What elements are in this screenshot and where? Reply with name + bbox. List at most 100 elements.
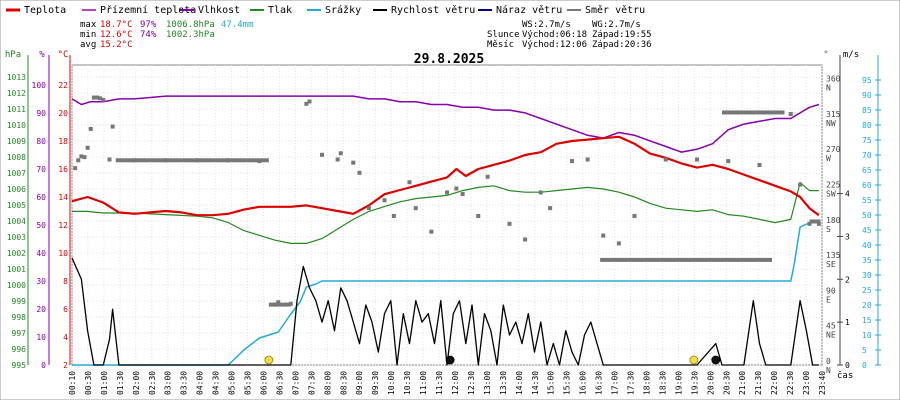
wind-tick-label: 2 <box>845 275 850 284</box>
wind-dir-point <box>585 157 590 162</box>
wind-dir-point <box>485 174 490 179</box>
series-pressure <box>72 182 819 244</box>
humidity-tick-label: 50 <box>36 221 46 230</box>
wind-dir-point <box>507 221 512 226</box>
stats-avg-temp: 15.2°C <box>100 40 133 50</box>
pressure-tick-label: 1010 <box>7 121 26 130</box>
wind-dir-point <box>335 157 340 162</box>
direction-compass-label: NE <box>826 331 836 340</box>
stats-min-hum: 74% <box>140 30 157 40</box>
wind-dir-point <box>445 190 449 195</box>
axes: 00:10 00:30 01:00 01:30 02:00 02:30 03:00 03:30… <box>7 55 881 395</box>
stats-max-label: max <box>80 20 97 30</box>
time-tick-label: 06:00 <box>259 371 268 395</box>
info-moon-label: Měsíc <box>487 40 514 50</box>
direction-tick-label: 45 <box>826 322 836 331</box>
wind-dir-point <box>663 157 668 162</box>
temperature-tick-label: 12 <box>58 221 68 230</box>
info-sunset: Západ:19:55 <box>592 30 652 40</box>
pressure-tick-label: 1007 <box>7 169 26 178</box>
rain-tick-label: 45 <box>862 226 872 235</box>
humidity-tick-label: 100 <box>32 81 47 90</box>
pressure-tick-label: 1006 <box>7 185 26 194</box>
temperature-tick-label: 2 <box>63 361 68 370</box>
time-tick-label: 02:30 <box>148 371 157 395</box>
rain-tick-label: 10 <box>862 331 872 340</box>
stats-max-hum: 97% <box>140 20 157 30</box>
pressure-tick-label: 1001 <box>7 265 26 274</box>
direction-tick-label: 135 <box>826 251 841 260</box>
pressure-tick-label: 1012 <box>7 89 26 98</box>
temperature-tick-label: 18 <box>58 137 68 146</box>
time-tick-label: 14:30 <box>531 371 540 395</box>
humidity-tick-label: 90 <box>36 109 46 118</box>
wind-dir-point <box>320 152 324 157</box>
series-rain <box>72 222 819 366</box>
humidity-tick-label: 60 <box>36 193 46 202</box>
stats-max-rain: 47.4mm <box>221 20 254 30</box>
rain-tick-label: 70 <box>862 151 872 160</box>
direction-tick-label: 270 <box>826 145 841 154</box>
series-temperature <box>71 135 820 217</box>
temperature-tick-label: 4 <box>63 333 68 342</box>
direction-compass-label: S <box>826 225 831 234</box>
direction-compass-label: N <box>826 366 831 375</box>
wind-dir-point <box>107 157 112 162</box>
info-moonrise: Východ:12:06 <box>522 40 587 50</box>
rain-tick-label: 15 <box>862 316 872 325</box>
wind-dir-segment <box>809 219 821 224</box>
time-tick-label: 00:10 <box>68 371 77 395</box>
wind-dir-point <box>88 126 93 131</box>
wind-dir-point <box>757 163 762 167</box>
wind-dir-segment <box>268 302 291 307</box>
wind-dir-point <box>357 170 362 175</box>
direction-tick-label: 180 <box>826 216 841 225</box>
time-tick-label: 05:00 <box>228 371 237 395</box>
wind-dir-point <box>726 159 731 164</box>
time-tick-label: 20:30 <box>722 371 731 395</box>
direction-compass-label: SE <box>826 260 836 269</box>
wind-dir-point <box>429 229 434 234</box>
rain-tick-label: 0 <box>862 361 867 370</box>
wind-dir-point <box>413 206 418 211</box>
time-tick-label: 01:30 <box>116 371 125 395</box>
info-moonset: Západ:20:36 <box>592 40 652 50</box>
rain-tick-label: 85 <box>862 106 872 115</box>
direction-compass-label: NW <box>826 119 836 128</box>
time-tick-label: 02:00 <box>132 371 141 395</box>
time-tick-label: 12:00 <box>451 371 460 395</box>
wind-dir-point <box>798 182 803 187</box>
direction-tick-label: 315 <box>826 110 841 119</box>
pressure-tick-label: 999 <box>12 297 27 306</box>
wind-dir-point <box>816 221 821 226</box>
time-tick-label: 00:30 <box>84 371 93 395</box>
stats-block: max 18.7°C 97% 1006.8hPa 47.4mm min 12.6… <box>80 20 254 50</box>
wind-dir-point <box>351 160 356 165</box>
stats-max-press: 1006.8hPa <box>166 20 215 30</box>
rain-tick-label: 90 <box>862 91 872 100</box>
wind-dir-point <box>454 186 459 191</box>
rain-tick-label: 55 <box>862 196 872 205</box>
info-sunrise: Východ:06:18 <box>522 30 587 40</box>
legend-label-wind-speed: Rychlost větru <box>391 4 475 16</box>
stats-min-label: min <box>80 30 96 40</box>
rain-tick-label: 50 <box>862 211 872 220</box>
series-wind-speed <box>71 257 819 366</box>
time-tick-label: 05:30 <box>244 371 253 395</box>
wind-dir-point <box>460 192 465 197</box>
wind-dir-point <box>616 241 621 246</box>
unit-direction: ° <box>823 50 828 60</box>
stats-max-temp: 18.7°C <box>100 20 133 30</box>
wind-dir-point <box>523 237 528 242</box>
rain-tick-label: 75 <box>862 136 872 145</box>
rain-tick-label: 65 <box>862 166 872 175</box>
time-tick-label: 18:30 <box>658 371 667 395</box>
legend-label-feels-like: Přízemní teplota <box>100 4 196 16</box>
time-tick-label: 03:30 <box>180 371 189 395</box>
pressure-tick-label: 997 <box>12 329 27 338</box>
pressure-tick-label: 1002 <box>7 249 26 258</box>
pressure-tick-label: 1011 <box>7 105 26 114</box>
info-block: WS:2.7m/s WG:2.7m/s Slunce Východ:06:18 … <box>487 20 652 50</box>
temperature-tick-label: 22 <box>58 81 68 90</box>
